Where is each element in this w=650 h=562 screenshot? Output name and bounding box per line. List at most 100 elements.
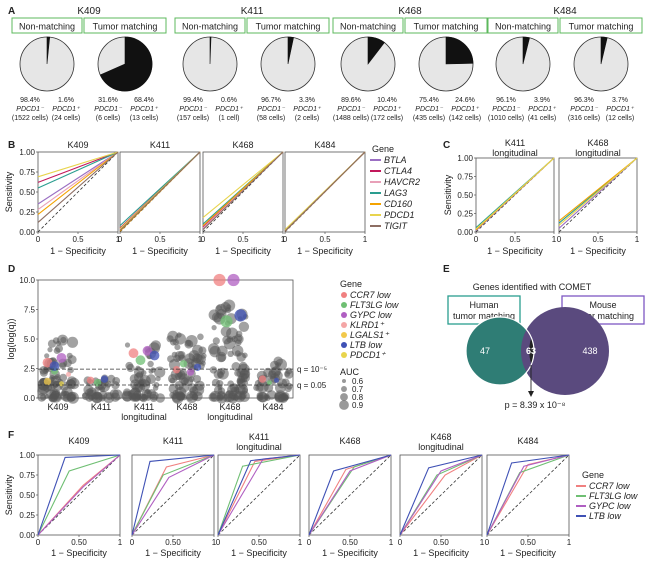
gene-positive: PDCD1⁺: [293, 106, 322, 113]
highlight-point: [93, 379, 102, 387]
scatter-point: [266, 390, 277, 400]
scatter-point: [280, 394, 288, 402]
pct-positive: 0.6%: [221, 97, 237, 104]
facet-subtitle: longitudinal: [575, 148, 621, 158]
legend-label: KLRD1⁺: [350, 320, 385, 330]
x-tick-label: 0: [283, 235, 288, 244]
x-tick-label: 0.5: [592, 235, 604, 244]
scatter-point: [47, 347, 53, 353]
cells-negative: (1010 cells): [488, 115, 524, 122]
scatter-point: [99, 386, 106, 392]
cells-negative: (157 cells): [177, 115, 209, 122]
pie-slice-positive: [209, 36, 212, 65]
gene-positive: PDCD1⁺: [451, 106, 480, 113]
roc-line: [37, 151, 119, 211]
scatter-point: [66, 391, 77, 402]
roc-line: [399, 454, 483, 536]
y-axis-label: Sensitivity: [4, 474, 14, 515]
x-tick-label: 0: [36, 235, 41, 244]
scatter-point: [66, 336, 79, 348]
highlight-point: [142, 345, 153, 356]
roc-line: [284, 151, 366, 232]
facet-title: K411: [249, 432, 269, 442]
highlight-point: [258, 375, 267, 383]
y-tick-label: 0.50: [457, 191, 473, 200]
x-tick-label: 1: [480, 538, 485, 547]
x-tick-label: 0.50: [520, 538, 536, 547]
legend-label: FLT3LG low: [589, 491, 638, 501]
scatter-point: [236, 378, 246, 387]
roc-line: [37, 454, 121, 536]
scatter-point: [189, 386, 199, 396]
roc-line: [558, 157, 638, 222]
x-axis-label: 1 − Specificity: [570, 246, 626, 256]
scatter-point: [212, 337, 220, 345]
y-tick-label: 1.00: [457, 154, 473, 163]
y-tick-label: 0.25: [19, 511, 35, 520]
y-tick-label: 5.0: [24, 335, 36, 344]
facet-title: K468: [430, 432, 451, 442]
scatter-point: [213, 369, 223, 379]
cells-negative: (316 cells): [568, 115, 600, 122]
roc-line: [558, 157, 638, 226]
category-label: Tumor matching: [93, 22, 158, 32]
scatter-point: [178, 383, 189, 393]
auc-swatch: [341, 386, 347, 392]
highlight-point: [186, 368, 195, 376]
scatter-point: [197, 333, 204, 341]
scatter-point: [155, 376, 161, 382]
y-tick-label: 2.5: [24, 365, 36, 374]
facet-title: K468: [587, 138, 608, 148]
y-axis-label: log(log(q)): [6, 318, 16, 359]
x-tick-label: 1: [116, 235, 121, 244]
roc-line: [202, 151, 284, 219]
x-tick-label: 0: [118, 235, 123, 244]
diagonal-reference: [486, 454, 570, 536]
x-axis-label: 1 − Specificity: [50, 246, 106, 256]
highlight-point: [149, 350, 160, 361]
gene-negative: PDCD1⁻: [94, 106, 123, 113]
scatter-point: [234, 350, 241, 357]
gene-positive: PDCD1⁺: [606, 106, 635, 113]
scatter-point: [111, 381, 120, 390]
venn-human-outline: [465, 316, 535, 386]
y-tick-label: 0.50: [19, 491, 35, 500]
scatter-point: [284, 371, 291, 377]
scatter-point: [47, 339, 57, 348]
x-axis-label: 1 − Specificity: [145, 548, 201, 558]
venn-title: Genes identified with COMET: [473, 282, 592, 292]
facet-title: K484: [517, 436, 538, 446]
highlight-point: [100, 375, 109, 383]
highlight-point: [267, 380, 272, 386]
scatter-point: [55, 344, 63, 353]
pct-negative: 96.3%: [574, 97, 594, 104]
pct-positive: 1.6%: [58, 97, 74, 104]
auc-label: 0.7: [352, 385, 364, 394]
roc-line: [486, 454, 570, 536]
scatter-point: [135, 365, 141, 371]
legend-label: LTB low: [589, 511, 621, 521]
scatter-point: [215, 351, 227, 363]
category-label: Non-matching: [182, 22, 238, 32]
auc-swatch: [339, 400, 349, 410]
group-label: K484: [262, 402, 283, 412]
diagonal-reference: [37, 454, 121, 536]
category-box: [404, 17, 488, 34]
legend-swatch: [341, 312, 347, 318]
scatter-point: [284, 384, 292, 393]
sample-title: K409: [77, 6, 101, 17]
y-tick-label: 7.5: [24, 306, 36, 315]
scatter-point: [91, 391, 103, 404]
highlight-point: [59, 381, 64, 387]
legend-swatch: [341, 332, 347, 338]
facet-subtitle: longitudinal: [236, 442, 282, 452]
x-tick-label: 0: [216, 538, 221, 547]
facet-title: K411: [505, 138, 525, 148]
diagonal-reference: [217, 454, 301, 536]
y-axis-label: Sensitivity: [4, 171, 14, 212]
y-axis-label: Sensitivity: [443, 174, 453, 215]
category-label: Non-matching: [495, 22, 551, 32]
facet-title: K468: [232, 140, 253, 150]
scatter-point: [175, 391, 185, 401]
panel-letter-c: C: [443, 140, 450, 151]
